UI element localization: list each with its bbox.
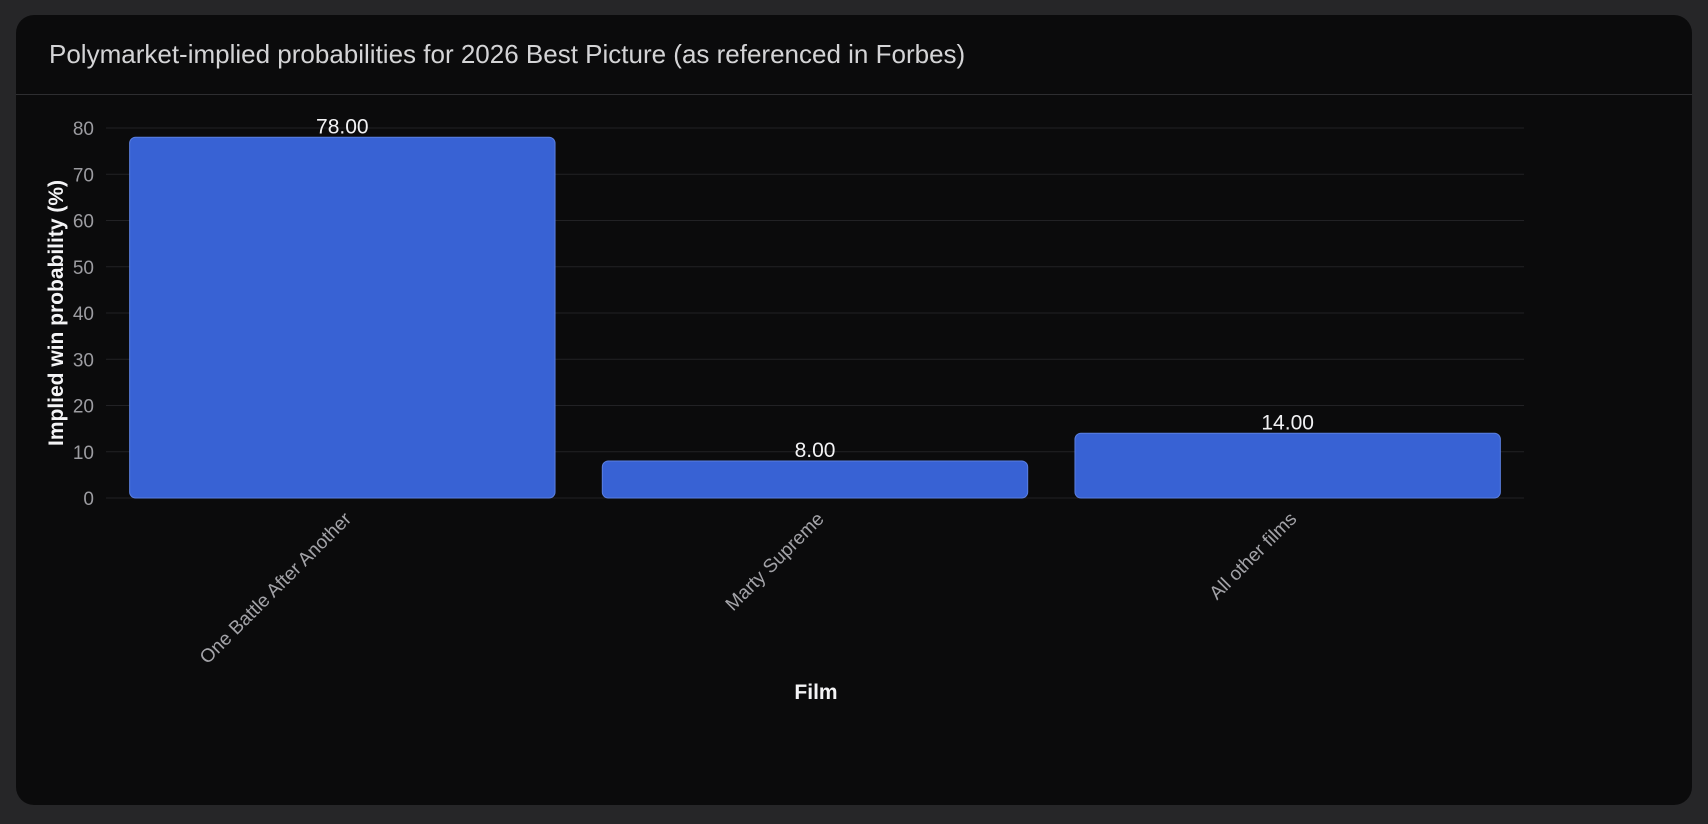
bar [129, 136, 556, 499]
y-tick-label: 0 [83, 489, 94, 510]
y-tick-label: 10 [73, 443, 94, 464]
chart-title: Polymarket-implied probabilities for 202… [49, 39, 966, 69]
x-axis-ticks: One Battle After Another Marty Supreme All… [196, 508, 1301, 668]
y-axis-title: Implied win probability (%) [45, 180, 68, 446]
y-tick-label: 60 [73, 212, 94, 233]
y-tick-label: 70 [73, 165, 94, 186]
x-tick-label: One Battle After Another [196, 508, 356, 668]
x-tick-label: Marty Supreme [722, 509, 829, 616]
bar [601, 460, 1029, 499]
y-tick-label: 20 [73, 397, 94, 418]
bar-value-label: 78.00 [316, 115, 369, 138]
y-tick-label: 40 [73, 304, 94, 325]
bar-value-label: 14.00 [1261, 411, 1314, 434]
bar-value-label: 8.00 [795, 439, 836, 462]
bars [129, 136, 1501, 499]
x-axis-title: Film [794, 681, 837, 704]
bar-chart: 0 10 20 30 40 50 60 70 80 78.00 8.00 14.00 One Bat… [45, 115, 1524, 704]
y-tick-label: 50 [73, 258, 94, 279]
bar-value-labels: 78.00 8.00 14.00 [316, 115, 1314, 462]
chart-panel: Polymarket-implied probabilities for 202… [16, 15, 1692, 805]
y-tick-label: 30 [73, 350, 94, 371]
x-tick-label: All other films [1206, 509, 1301, 604]
y-axis-ticks: 0 10 20 30 40 50 60 70 80 [73, 119, 94, 510]
chart-header: Polymarket-implied probabilities for 202… [16, 15, 1692, 95]
bar [1074, 432, 1501, 499]
y-tick-label: 80 [73, 119, 94, 140]
